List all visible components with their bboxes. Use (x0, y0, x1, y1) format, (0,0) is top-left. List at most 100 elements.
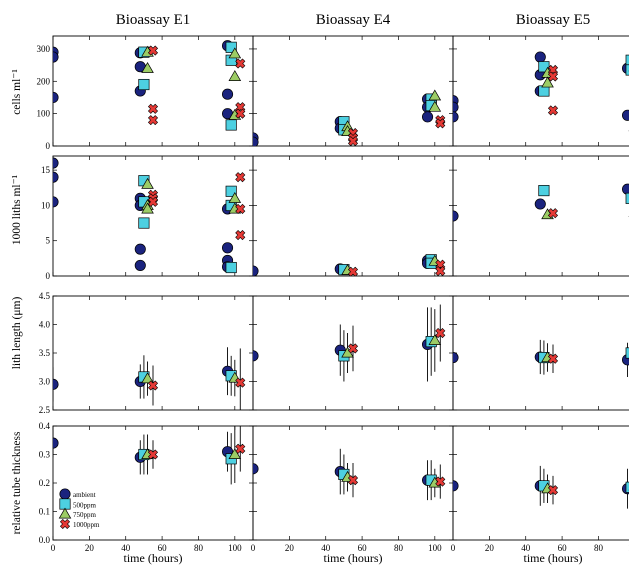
legend: ambient 500ppm 750ppm 1000ppm (58, 488, 100, 530)
legend-label-750ppm: 750ppm (73, 511, 97, 519)
y-tick-label: 15 (41, 165, 51, 175)
x-tick-label: 60 (558, 543, 568, 553)
point-ambient (53, 437, 59, 449)
panel-marks (453, 183, 629, 222)
y-tick-label: 0.1 (39, 507, 50, 517)
y-tick-label: 4.5 (39, 291, 51, 301)
point-1000ppm (347, 475, 359, 486)
point-ambient (53, 157, 59, 169)
panel-row1-col3 (452, 35, 629, 147)
panel-row1-col1: 0 100 200 300 (37, 35, 254, 151)
point-750ppm (141, 202, 154, 214)
point-750ppm (141, 61, 154, 73)
point-750ppm (141, 372, 154, 384)
y-tick-label: 100 (37, 109, 51, 119)
point-ambient (453, 480, 459, 492)
x-tick-label: 80 (394, 543, 404, 553)
x-tick-label: 60 (358, 543, 368, 553)
legend-marker-750ppm (58, 507, 72, 519)
point-ambient (253, 350, 259, 362)
point-750ppm (228, 191, 242, 203)
point-500ppm (625, 481, 629, 493)
point-500ppm (538, 185, 550, 197)
column-title-e1: Bioassay E1 (116, 12, 191, 28)
point-750ppm (428, 89, 442, 101)
legend-marker-ambient (59, 488, 71, 500)
point-ambient (53, 378, 59, 390)
x-tick-label: 0 (51, 543, 56, 553)
x-axis-label-col2: time (hours) (324, 551, 383, 565)
point-500ppm (225, 119, 237, 131)
point-1000ppm (435, 266, 446, 276)
y-tick-label: 0.2 (39, 478, 50, 488)
point-ambient (421, 111, 434, 123)
panel-marks (53, 426, 246, 485)
panel-frame (252, 35, 454, 147)
legend-marker-1000ppm (59, 518, 71, 530)
point-1000ppm (547, 208, 559, 219)
x-tick-label: 20 (85, 543, 95, 553)
y-tick-label: 0 (46, 271, 51, 281)
x-tick-label: 100 (428, 543, 442, 553)
point-1000ppm (235, 377, 246, 388)
point-1000ppm (235, 443, 246, 454)
row-ylabel-tube-thickness: relative tube thickness (11, 431, 23, 534)
point-1000ppm (347, 343, 359, 354)
x-axis-label-col1: time (hours) (124, 551, 183, 565)
x-tick-label: 20 (485, 543, 495, 553)
panel-marks (253, 304, 446, 382)
point-1000ppm (547, 353, 559, 364)
x-tick-label: 40 (521, 543, 531, 553)
point-ambient (621, 109, 629, 121)
x-tick-label: 0 (451, 543, 456, 553)
y-tick-label: 200 (37, 76, 51, 86)
panel-row2-col1: 0 5 10 15 (41, 155, 254, 281)
point-ambient (53, 171, 59, 183)
panel-row3-col3 (452, 295, 629, 411)
y-tick-label: 5 (46, 236, 51, 246)
panel-marks (253, 254, 446, 276)
y-tick-label: 0.4 (39, 421, 51, 431)
point-ambient (221, 88, 234, 100)
panel-frame (452, 35, 629, 147)
point-1000ppm (235, 108, 246, 119)
point-1000ppm (347, 136, 359, 146)
point-500ppm (625, 54, 629, 66)
row-ylabel-cells: cells ml⁻¹ (11, 69, 23, 115)
point-750ppm (228, 47, 242, 59)
row-ylabel-liths: 1000 liths ml⁻¹ (11, 174, 23, 245)
point-ambient (221, 242, 234, 254)
point-ambient (453, 352, 459, 364)
point-1000ppm (235, 58, 246, 69)
x-axis-label-col3: time (hours) (524, 551, 583, 565)
point-1000ppm (347, 266, 359, 276)
point-ambient (534, 198, 546, 210)
point-ambient (53, 51, 59, 63)
x-tick-label: 60 (158, 543, 168, 553)
point-500ppm (625, 192, 629, 204)
point-500ppm (138, 78, 150, 91)
point-750ppm (228, 70, 242, 81)
point-1000ppm (547, 71, 559, 82)
point-500ppm (225, 41, 237, 53)
point-750ppm (141, 177, 154, 189)
point-1000ppm (147, 449, 159, 460)
point-ambient (453, 101, 459, 113)
point-750ppm (541, 76, 554, 88)
panel-marks (453, 51, 629, 132)
x-tick-label: 40 (321, 543, 331, 553)
panel-marks (453, 339, 629, 377)
point-1000ppm (147, 380, 159, 391)
point-ambient (534, 51, 546, 63)
point-1000ppm (547, 105, 559, 116)
point-ambient (53, 196, 59, 208)
point-1000ppm (147, 45, 159, 56)
x-tick-label: 80 (194, 543, 204, 553)
point-1000ppm (435, 328, 446, 339)
y-tick-label: 0 (46, 141, 51, 151)
point-ambient (253, 265, 259, 276)
y-tick-label: 3.5 (39, 348, 51, 358)
